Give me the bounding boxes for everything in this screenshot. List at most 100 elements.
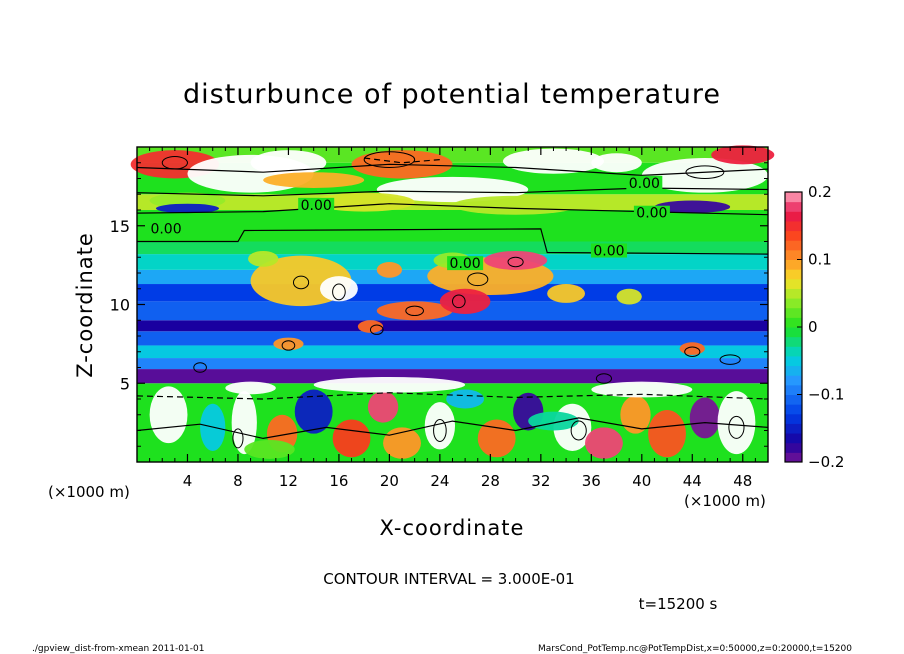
heatmap-patch xyxy=(225,381,276,395)
colorbar-step xyxy=(785,442,802,453)
colorbar-step xyxy=(785,278,802,289)
heatmap-patch xyxy=(231,391,257,455)
heatmap-patch xyxy=(616,288,642,305)
colorbar-step xyxy=(785,365,802,376)
contour-label: 0.00 xyxy=(593,244,624,260)
colorbar: 0.2 0.1 0 −0.1 −0.2 xyxy=(784,183,844,471)
contour-label-bg xyxy=(447,256,484,271)
x-tick-label: 40 xyxy=(632,472,651,490)
heatmap-patch xyxy=(484,250,548,270)
heatmap-patch xyxy=(149,192,226,209)
contour-ring xyxy=(292,275,310,290)
heatmap-band xyxy=(137,210,768,242)
heatmap-patch xyxy=(654,200,731,214)
colorbar-step xyxy=(785,259,802,270)
heatmap-patch xyxy=(376,301,453,321)
contour-ring xyxy=(193,362,207,373)
y-axis-ticks: 5 10 15 xyxy=(110,162,768,447)
colorbar-step xyxy=(785,355,802,367)
colorbar-step xyxy=(785,317,802,328)
heatmap-patch xyxy=(591,381,693,398)
heatmap-patch xyxy=(313,376,466,393)
colorbar-step xyxy=(785,240,802,251)
y-tick-label: 10 xyxy=(110,296,130,315)
x-tick-label: 16 xyxy=(329,472,348,490)
heatmap-band xyxy=(137,194,768,210)
colorbar-step xyxy=(785,375,802,386)
x-tick-label: 44 xyxy=(683,472,702,490)
heatmap-patch xyxy=(319,276,358,302)
contour-line xyxy=(136,163,769,177)
colorbar-step xyxy=(785,423,802,434)
contour-ring xyxy=(281,340,296,351)
colorbar-step xyxy=(785,249,802,260)
contour-label: 0.00 xyxy=(636,206,667,222)
x-tick-label: 4 xyxy=(183,472,193,490)
heatmap-patch xyxy=(591,153,642,173)
heatmap-patch xyxy=(502,148,604,174)
x-tick-label: 32 xyxy=(531,472,550,490)
x-unit-label-right: (×1000 m) xyxy=(684,492,766,510)
heatmap-band xyxy=(137,320,768,332)
footer-right: MarsCond_PotTemp.nc@PotTempDist,x=0:5000… xyxy=(538,644,852,654)
contour-label-bg xyxy=(633,205,670,220)
contour-ring xyxy=(595,373,613,384)
colorbar-step xyxy=(785,404,802,415)
heatmap-patch xyxy=(547,284,586,303)
heatmap-patch xyxy=(332,419,371,458)
colorbar-tick-label: 0 xyxy=(808,318,818,336)
heatmap-patch xyxy=(376,176,529,203)
contour-line xyxy=(137,228,769,255)
x-tick-label: 20 xyxy=(380,472,399,490)
contour-line xyxy=(136,392,769,400)
x-tick-label: 36 xyxy=(582,472,601,490)
contour-label-bg xyxy=(148,221,185,236)
x-tick-label: 48 xyxy=(733,472,752,490)
colorbar-step xyxy=(785,201,802,212)
heatmap-patch xyxy=(383,427,421,459)
colorbar-step xyxy=(785,336,802,347)
time-text: t=15200 s xyxy=(639,595,718,613)
x-tick-label: 24 xyxy=(430,472,449,490)
y-tick-label: 15 xyxy=(110,217,130,236)
footer-left: ./gpview_dist-from-xmean 2011-01-01 xyxy=(32,644,204,654)
contour-label: 0.00 xyxy=(629,176,660,192)
colorbar-tick-label: 0.1 xyxy=(808,251,832,269)
colorbar-step xyxy=(785,307,802,318)
heatmap-patch xyxy=(273,337,304,351)
contour-line xyxy=(364,157,440,164)
heatmap-band xyxy=(137,358,768,370)
heatmap-patch xyxy=(585,427,623,459)
x-tick-label: 28 xyxy=(481,472,500,490)
colorbar-step xyxy=(785,327,802,338)
heatmap-patch xyxy=(689,397,721,439)
x-tick-label: 12 xyxy=(279,472,298,490)
contour-interval-text: CONTOUR INTERVAL = 3.000E-01 xyxy=(323,570,574,588)
colorbar-step xyxy=(785,346,802,357)
colorbar-step xyxy=(785,211,802,222)
contour-ring xyxy=(685,165,725,179)
heatmap-patch xyxy=(263,172,365,188)
heatmap-band xyxy=(137,331,768,346)
heatmap-patch xyxy=(620,395,651,434)
contour-ring xyxy=(161,155,188,170)
heatmap-patch xyxy=(149,386,188,444)
heatmap-patch xyxy=(452,195,579,215)
contour-ring xyxy=(684,346,701,357)
colorbar-tick-label: −0.2 xyxy=(808,453,844,471)
contour-ring xyxy=(332,283,346,301)
contour-ring xyxy=(433,418,447,443)
colorbar-step xyxy=(785,192,802,203)
contour-ring xyxy=(452,294,466,309)
heatmap-patch xyxy=(648,410,686,458)
contour-ring xyxy=(369,324,384,335)
contour-ring xyxy=(728,415,745,439)
colorbar-step xyxy=(785,413,802,424)
colorbar-tick-label: −0.1 xyxy=(808,386,844,404)
colorbar-step xyxy=(785,230,802,241)
heatmap-patch xyxy=(155,203,220,214)
heatmap-patch xyxy=(717,391,756,455)
heatmap-patch xyxy=(244,439,295,459)
colorbar-step xyxy=(785,433,802,444)
contour-ring xyxy=(467,272,489,287)
